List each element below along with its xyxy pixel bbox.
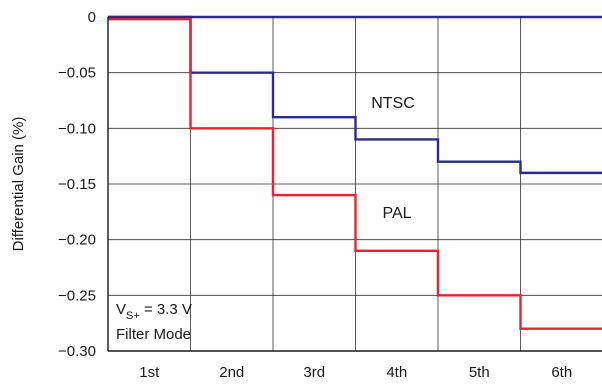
- x-tick-label: 6th: [551, 364, 572, 381]
- series-ntsc-line: [108, 15, 602, 175]
- x-tick-label: 4th: [386, 364, 407, 381]
- y-tick-label: −0.10: [58, 120, 96, 137]
- x-tick-labels: 1st 2nd 3rd 4th 5th 6th: [139, 364, 572, 381]
- y-tick-label: −0.20: [58, 232, 96, 249]
- condition-v: V: [116, 301, 126, 318]
- x-tick-label: 2nd: [219, 364, 244, 381]
- y-tick-label: −0.25: [58, 287, 96, 304]
- x-tick-label: 3rd: [303, 364, 325, 381]
- y-tick-label: −0.30: [58, 343, 96, 360]
- y-axis-label: Differential Gain (%): [10, 117, 27, 252]
- condition-voltage-annotation: VS+ = 3.3 V: [116, 301, 192, 322]
- y-tick-label: −0.15: [58, 176, 96, 193]
- pal-annotation: PAL: [382, 205, 411, 222]
- x-tick-label: 5th: [469, 364, 490, 381]
- y-tick-label: 0: [88, 9, 96, 26]
- series-lines: [108, 15, 602, 330]
- y-tick-labels: 0 −0.05 −0.10 −0.15 −0.20 −0.25 −0.30: [58, 9, 96, 360]
- plot-frame: [107, 15, 602, 352]
- condition-value: = 3.3 V: [140, 301, 192, 318]
- condition-mode-annotation: Filter Mode: [116, 326, 191, 343]
- series-pal-line: [108, 18, 602, 330]
- condition-subscript: S+: [126, 310, 140, 322]
- y-tick-label: −0.05: [58, 65, 96, 82]
- x-tick-label: 1st: [139, 364, 160, 381]
- ntsc-annotation: NTSC: [371, 95, 415, 112]
